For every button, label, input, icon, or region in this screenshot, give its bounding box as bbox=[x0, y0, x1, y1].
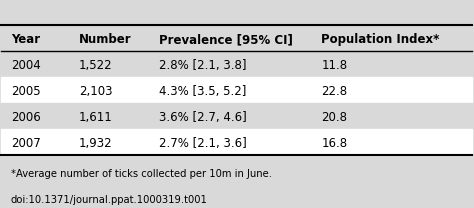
Text: Number: Number bbox=[79, 33, 132, 46]
Bar bbox=[1, 51, 472, 77]
Text: 2.8% [2.1, 3.8]: 2.8% [2.1, 3.8] bbox=[159, 59, 246, 72]
Text: 22.8: 22.8 bbox=[321, 85, 347, 98]
Bar bbox=[1, 77, 472, 103]
Text: 2,103: 2,103 bbox=[79, 85, 112, 98]
Text: 2004: 2004 bbox=[11, 59, 41, 72]
Text: 2007: 2007 bbox=[11, 137, 41, 150]
Text: 1,611: 1,611 bbox=[79, 111, 113, 124]
Text: 20.8: 20.8 bbox=[321, 111, 347, 124]
Text: 1,932: 1,932 bbox=[79, 137, 113, 150]
Text: 2006: 2006 bbox=[11, 111, 41, 124]
Text: Prevalence [95% CI]: Prevalence [95% CI] bbox=[159, 33, 293, 46]
Text: 2.7% [2.1, 3.6]: 2.7% [2.1, 3.6] bbox=[159, 137, 247, 150]
Text: 11.8: 11.8 bbox=[321, 59, 347, 72]
Text: doi:10.1371/journal.ppat.1000319.t001: doi:10.1371/journal.ppat.1000319.t001 bbox=[11, 195, 208, 206]
Text: Population Index*: Population Index* bbox=[321, 33, 440, 46]
Text: 3.6% [2.7, 4.6]: 3.6% [2.7, 4.6] bbox=[159, 111, 247, 124]
Text: 4.3% [3.5, 5.2]: 4.3% [3.5, 5.2] bbox=[159, 85, 246, 98]
Text: Year: Year bbox=[11, 33, 40, 46]
Text: 1,522: 1,522 bbox=[79, 59, 113, 72]
Text: 16.8: 16.8 bbox=[321, 137, 347, 150]
Bar bbox=[1, 129, 472, 155]
Text: *Average number of ticks collected per 10m in June.: *Average number of ticks collected per 1… bbox=[11, 169, 272, 180]
Bar bbox=[1, 103, 472, 129]
Text: 2005: 2005 bbox=[11, 85, 40, 98]
